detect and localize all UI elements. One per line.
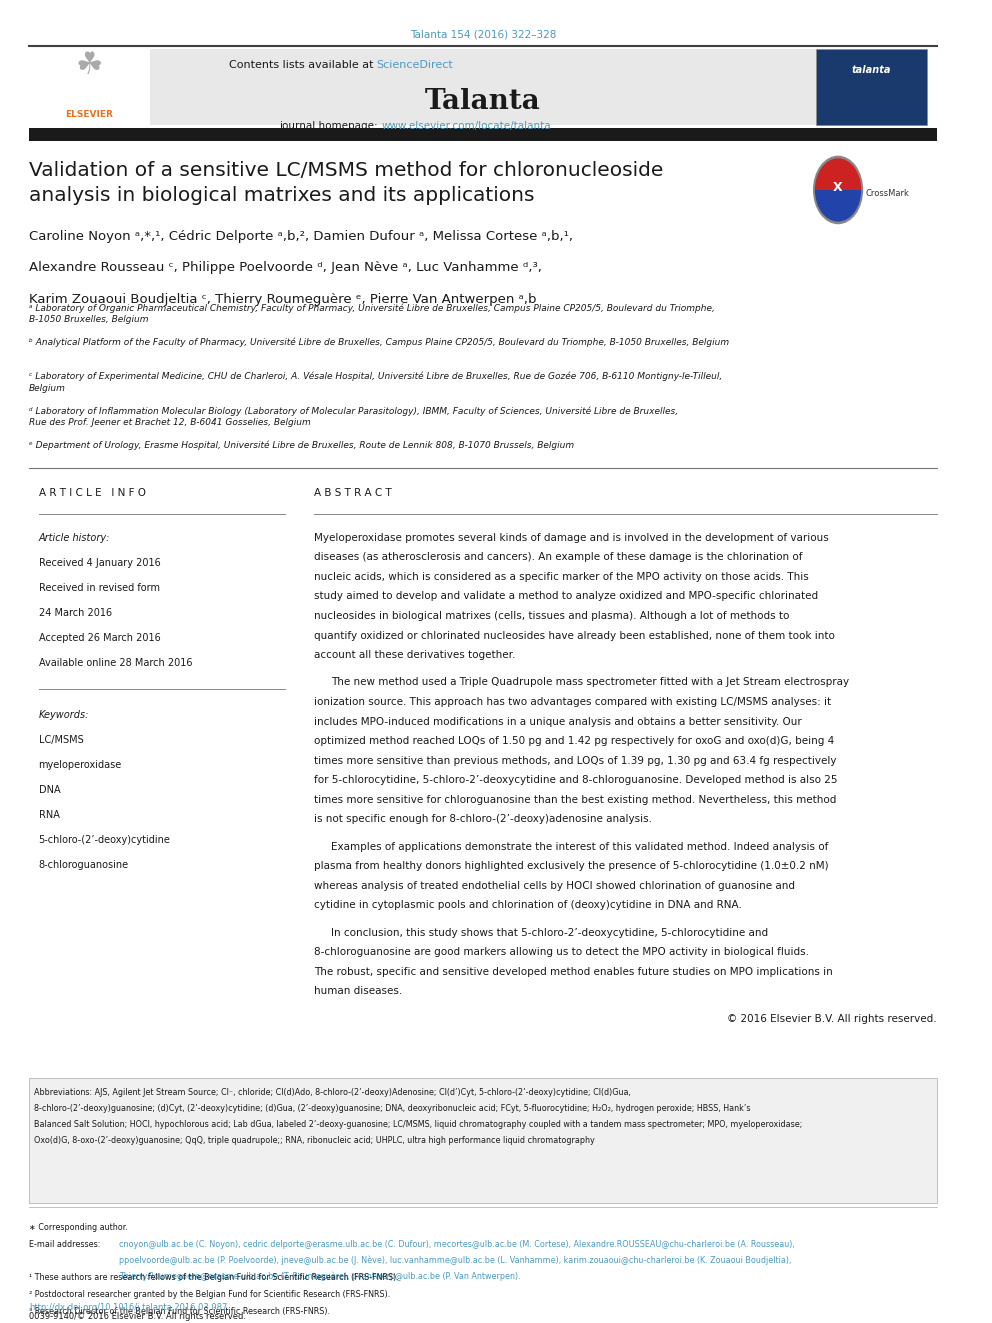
Text: ᶜ Laboratory of Experimental Medicine, CHU de Charleroi, A. Vésale Hospital, Uni: ᶜ Laboratory of Experimental Medicine, C… xyxy=(29,372,722,393)
Text: ☘: ☘ xyxy=(75,52,102,81)
Text: Caroline Noyon ᵃ,*,¹, Cédric Delporte ᵃ,b,², Damien Dufour ᵃ, Melissa Cortese ᵃ,: Caroline Noyon ᵃ,*,¹, Cédric Delporte ᵃ,… xyxy=(29,229,573,242)
Text: Examples of applications demonstrate the interest of this validated method. Inde: Examples of applications demonstrate the… xyxy=(331,841,828,852)
Text: times more sensitive than previous methods, and LOQs of 1.39 pg, 1.30 pg and 63.: times more sensitive than previous metho… xyxy=(313,755,836,766)
Text: Alexandre Rousseau ᶜ, Philippe Poelvoorde ᵈ, Jean Nève ᵃ, Luc Vanhamme ᵈ,³,: Alexandre Rousseau ᶜ, Philippe Poelvoord… xyxy=(29,261,542,274)
Text: quantify oxidized or chlorinated nucleosides have already been established, none: quantify oxidized or chlorinated nucleos… xyxy=(313,631,834,640)
Text: for 5-chlorocytidine, 5-chloro-2’-deoxycytidine and 8-chloroguanosine. Developed: for 5-chlorocytidine, 5-chloro-2’-deoxyc… xyxy=(313,775,837,785)
Text: journal homepage:: journal homepage: xyxy=(280,122,381,131)
FancyBboxPatch shape xyxy=(150,49,815,126)
Text: account all these derivatives together.: account all these derivatives together. xyxy=(313,650,515,660)
Text: ³ Research Director of the Belgian Fund for Scientific Research (FRS-FNRS).: ³ Research Director of the Belgian Fund … xyxy=(29,1307,330,1316)
Text: 8-chloro-(2’-deoxy)guanosine; (d)Cyt, (2’-deoxy)cytidine; (d)Gua, (2’-deoxy)guan: 8-chloro-(2’-deoxy)guanosine; (d)Cyt, (2… xyxy=(34,1105,750,1113)
Text: Thierry.Roumeguere@erasme.ulb.ac.be (T. Roumeguère), pvantwerp@ulb.ac.be (P. Van: Thierry.Roumeguere@erasme.ulb.ac.be (T. … xyxy=(119,1271,521,1281)
Text: CrossMark: CrossMark xyxy=(865,189,909,198)
Text: Myeloperoxidase promotes several kinds of damage and is involved in the developm: Myeloperoxidase promotes several kinds o… xyxy=(313,533,828,542)
Text: Received 4 January 2016: Received 4 January 2016 xyxy=(39,558,161,568)
Text: 8-chloroguanosine: 8-chloroguanosine xyxy=(39,860,129,871)
Text: ᵇ Analytical Platform of the Faculty of Pharmacy, Université Libre de Bruxelles,: ᵇ Analytical Platform of the Faculty of … xyxy=(29,337,729,347)
Text: myeloperoxidase: myeloperoxidase xyxy=(39,759,122,770)
Text: ᵃ Laboratory of Organic Pharmaceutical Chemistry, Faculty of Pharmacy, Universit: ᵃ Laboratory of Organic Pharmaceutical C… xyxy=(29,303,715,324)
Text: 24 March 2016: 24 March 2016 xyxy=(39,609,112,618)
Text: times more sensitive for chloroguanosine than the best existing method. Neverthe: times more sensitive for chloroguanosine… xyxy=(313,795,836,804)
Text: 8-chloroguanosine are good markers allowing us to detect the MPO activity in bio: 8-chloroguanosine are good markers allow… xyxy=(313,947,808,957)
Text: study aimed to develop and validate a method to analyze oxidized and MPO-specifi: study aimed to develop and validate a me… xyxy=(313,591,818,602)
Text: optimized method reached LOQs of 1.50 pg and 1.42 pg respectively for oxoG and o: optimized method reached LOQs of 1.50 pg… xyxy=(313,736,834,746)
Text: nucleosides in biological matrixes (cells, tissues and plasma). Although a lot o: nucleosides in biological matrixes (cell… xyxy=(313,611,790,620)
Wedge shape xyxy=(814,159,861,191)
Text: Karim Zouaoui Boudjeltia ᶜ, Thierry Roumeguère ᵉ, Pierre Van Antwerpen ᵃ,b: Karim Zouaoui Boudjeltia ᶜ, Thierry Roum… xyxy=(29,292,537,306)
Text: 0039-9140/© 2016 Elsevier B.V. All rights reserved.: 0039-9140/© 2016 Elsevier B.V. All right… xyxy=(29,1312,246,1322)
Text: DNA: DNA xyxy=(39,785,61,795)
Text: E-mail addresses:: E-mail addresses: xyxy=(29,1240,103,1249)
Text: http://dx.doi.org/10.1016/j.talanta.2016.03.087: http://dx.doi.org/10.1016/j.talanta.2016… xyxy=(29,1303,227,1312)
Text: LC/MSMS: LC/MSMS xyxy=(39,734,83,745)
Text: www.elsevier.com/locate/talanta: www.elsevier.com/locate/talanta xyxy=(381,122,551,131)
Text: Contents lists available at: Contents lists available at xyxy=(228,60,377,70)
Text: includes MPO-induced modifications in a unique analysis and obtains a better sen: includes MPO-induced modifications in a … xyxy=(313,717,802,726)
Circle shape xyxy=(813,156,863,224)
FancyBboxPatch shape xyxy=(29,49,150,126)
Text: ∗ Corresponding author.: ∗ Corresponding author. xyxy=(29,1222,128,1232)
Text: A B S T R A C T: A B S T R A C T xyxy=(313,488,392,497)
Text: RNA: RNA xyxy=(39,810,60,820)
Text: Received in revised form: Received in revised form xyxy=(39,583,160,593)
Text: ² Postdoctoral researcher granted by the Belgian Fund for Scientific Research (F: ² Postdoctoral researcher granted by the… xyxy=(29,1290,390,1299)
Text: talanta: talanta xyxy=(851,65,891,75)
Text: plasma from healthy donors highlighted exclusively the presence of 5-chlorocytid: plasma from healthy donors highlighted e… xyxy=(313,861,828,871)
Text: Talanta 154 (2016) 322–328: Talanta 154 (2016) 322–328 xyxy=(410,29,556,38)
Text: Balanced Salt Solution; HOCl, hypochlorous acid; Lab dGua, labeled 2’-deoxy-guan: Balanced Salt Solution; HOCl, hypochloro… xyxy=(34,1119,803,1129)
Text: nucleic acids, which is considered as a specific marker of the MPO activity on t: nucleic acids, which is considered as a … xyxy=(313,572,808,582)
Text: cnoyon@ulb.ac.be (C. Noyon), cedric.delporte@erasme.ulb.ac.be (C. Dufour), mecor: cnoyon@ulb.ac.be (C. Noyon), cedric.delp… xyxy=(119,1240,795,1249)
Text: Validation of a sensitive LC/MSMS method for chloronucleoside
analysis in biolog: Validation of a sensitive LC/MSMS method… xyxy=(29,161,664,205)
Text: diseases (as atherosclerosis and cancers). An example of these damage is the chl: diseases (as atherosclerosis and cancers… xyxy=(313,553,803,562)
Text: cytidine in cytoplasmic pools and chlorination of (deoxy)cytidine in DNA and RNA: cytidine in cytoplasmic pools and chlori… xyxy=(313,900,742,910)
Text: ᵈ Laboratory of Inflammation Molecular Biology (Laboratory of Molecular Parasito: ᵈ Laboratory of Inflammation Molecular B… xyxy=(29,406,679,427)
Text: The robust, specific and sensitive developed method enables future studies on MP: The robust, specific and sensitive devel… xyxy=(313,967,832,976)
Text: Keywords:: Keywords: xyxy=(39,709,89,720)
Text: ᵉ Department of Urology, Erasme Hospital, Université Libre de Bruxelles, Route d: ᵉ Department of Urology, Erasme Hospital… xyxy=(29,441,574,450)
Text: Abbreviations: AJS, Agilent Jet Stream Source; Cl⁻, chloride; Cl(d)Ado, 8-chloro: Abbreviations: AJS, Agilent Jet Stream S… xyxy=(34,1089,631,1097)
Text: human diseases.: human diseases. xyxy=(313,986,402,996)
Wedge shape xyxy=(814,191,861,222)
Text: In conclusion, this study shows that 5-chloro-2’-deoxycytidine, 5-chlorocytidine: In conclusion, this study shows that 5-c… xyxy=(331,927,768,938)
Text: ¹ These authors are research fellows of the Belgian Fund for Scientific Research: ¹ These authors are research fellows of … xyxy=(29,1273,399,1282)
Text: 5-chloro-(2’-deoxy)cytidine: 5-chloro-(2’-deoxy)cytidine xyxy=(39,835,171,845)
Text: Oxo(d)G, 8-oxo-(2’-deoxy)guanosine; QqQ, triple quadrupole;; RNA, ribonucleic ac: Oxo(d)G, 8-oxo-(2’-deoxy)guanosine; QqQ,… xyxy=(34,1135,594,1144)
Text: whereas analysis of treated endothelial cells by HOCl showed chlorination of gua: whereas analysis of treated endothelial … xyxy=(313,881,795,890)
Text: Article history:: Article history: xyxy=(39,533,110,542)
FancyBboxPatch shape xyxy=(815,49,927,126)
Text: ppoelvoorde@ulb.ac.be (P. Poelvoorde), jneve@ulb.ac.be (J. Nève), luc.vanhamme@u: ppoelvoorde@ulb.ac.be (P. Poelvoorde), j… xyxy=(119,1256,792,1265)
Text: X: X xyxy=(833,181,843,193)
Text: ELSEVIER: ELSEVIER xyxy=(64,110,113,119)
Text: ScienceDirect: ScienceDirect xyxy=(377,60,453,70)
Text: ionization source. This approach has two advantages compared with existing LC/MS: ionization source. This approach has two… xyxy=(313,697,831,706)
Text: Talanta: Talanta xyxy=(425,89,541,115)
Text: The new method used a Triple Quadrupole mass spectrometer fitted with a Jet Stre: The new method used a Triple Quadrupole … xyxy=(331,677,849,688)
FancyBboxPatch shape xyxy=(29,128,936,142)
Text: is not specific enough for 8-chloro-(2’-deoxy)adenosine analysis.: is not specific enough for 8-chloro-(2’-… xyxy=(313,814,652,824)
Text: Available online 28 March 2016: Available online 28 March 2016 xyxy=(39,659,192,668)
Text: Accepted 26 March 2016: Accepted 26 March 2016 xyxy=(39,634,161,643)
Text: A R T I C L E   I N F O: A R T I C L E I N F O xyxy=(39,488,146,497)
Text: © 2016 Elsevier B.V. All rights reserved.: © 2016 Elsevier B.V. All rights reserved… xyxy=(727,1013,936,1024)
FancyBboxPatch shape xyxy=(29,1078,936,1203)
